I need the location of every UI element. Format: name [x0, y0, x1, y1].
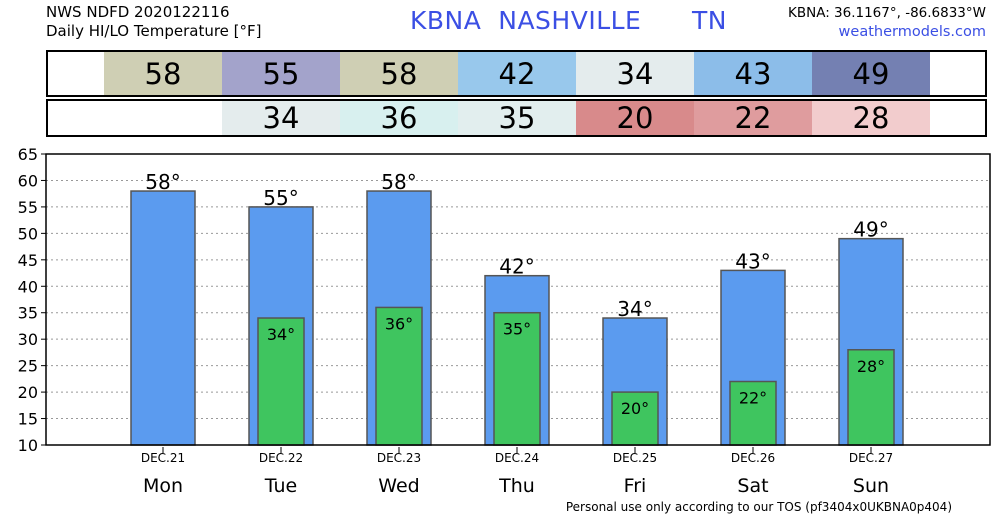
low-temp-cell: 34: [222, 101, 340, 135]
y-tick-label: 15: [18, 410, 38, 429]
y-tick-label: 20: [18, 383, 38, 402]
site-link[interactable]: weathermodels.com: [838, 24, 986, 40]
low-temp-label: 22°: [739, 389, 767, 408]
y-tick-label: 30: [18, 330, 38, 349]
low-temp-label: 36°: [385, 314, 413, 333]
y-tick-label: 45: [18, 251, 38, 270]
low-temp-label: 34°: [267, 325, 295, 344]
station-title: KBNA NASHVILLE TN: [410, 6, 727, 35]
day-label: Thu: [498, 475, 535, 497]
high-temp-cell: 58: [104, 52, 222, 95]
day-label: Wed: [378, 475, 419, 497]
low-temp-cell: 22: [694, 101, 812, 135]
y-tick-label: 40: [18, 277, 38, 296]
high-temp-cell: 58: [340, 52, 458, 95]
low-temp-cell: 28: [812, 101, 930, 135]
y-tick-label: 25: [18, 357, 38, 376]
y-tick-label: 35: [18, 304, 38, 323]
high-temp-cell: 55: [222, 52, 340, 95]
date-label: DEC.23: [377, 451, 421, 465]
high-temp-row: 58 55 58 42 34 43 49: [46, 50, 987, 97]
date-label: DEC.27: [849, 451, 893, 465]
low-temp-cell: [104, 101, 222, 135]
low-temp-bar: [729, 380, 777, 446]
date-label: DEC.25: [613, 451, 657, 465]
day-label: Fri: [624, 475, 647, 497]
low-temp-bar: [375, 306, 423, 446]
footer-tos: Personal use only according to our TOS (…: [565, 500, 952, 514]
high-temp-cell: 42: [458, 52, 576, 95]
high-temp-bar: [130, 190, 196, 446]
header-left: NWS NDFD 2020122116 Daily HI/LO Temperat…: [46, 3, 262, 41]
low-temp-label: 28°: [857, 357, 885, 376]
low-temp-cell: 36: [340, 101, 458, 135]
y-tick-label: 65: [18, 145, 38, 164]
high-temp-label: 49°: [853, 218, 888, 242]
high-temp-label: 58°: [381, 170, 416, 194]
y-tick-label: 10: [18, 436, 38, 455]
low-temp-label: 20°: [621, 399, 649, 418]
product-label: Daily HI/LO Temperature [°F]: [46, 22, 262, 40]
date-label: DEC.24: [495, 451, 539, 465]
day-label: Sun: [853, 475, 889, 497]
station-coords: KBNA: 36.1167°, -86.6833°W: [787, 5, 986, 21]
high-temp-label: 55°: [263, 186, 298, 210]
day-label: Tue: [264, 475, 297, 497]
high-temp-label: 34°: [617, 297, 652, 321]
y-tick-label: 55: [18, 198, 38, 217]
y-tick-label: 50: [18, 224, 38, 243]
low-temp-bar: [493, 311, 541, 446]
low-temp-bar: [257, 317, 305, 446]
low-temp-row: 34 36 35 20 22 28: [46, 99, 987, 137]
date-label: DEC.21: [141, 451, 185, 465]
low-temp-bar: [847, 349, 895, 446]
low-temp-label: 35°: [503, 320, 531, 339]
day-label: Mon: [143, 475, 183, 497]
low-temp-bar: [611, 391, 659, 446]
date-label: DEC.22: [259, 451, 303, 465]
high-temp-cell: 49: [812, 52, 930, 95]
day-label: Sat: [737, 475, 768, 497]
high-temp-label: 42°: [499, 255, 534, 279]
high-temp-cell: 43: [694, 52, 812, 95]
high-temp-label: 58°: [145, 170, 180, 194]
plot-frame: [45, 153, 991, 446]
low-temp-cell: 35: [458, 101, 576, 135]
low-temp-cell: 20: [576, 101, 694, 135]
date-label: DEC.26: [731, 451, 775, 465]
model-run-label: NWS NDFD 2020122116: [46, 3, 230, 21]
header-right: KBNA: 36.1167°, -86.6833°W weathermodels…: [788, 4, 986, 42]
y-tick-label: 60: [18, 171, 38, 190]
high-temp-cell: 34: [576, 52, 694, 95]
high-temp-label: 43°: [735, 249, 770, 273]
